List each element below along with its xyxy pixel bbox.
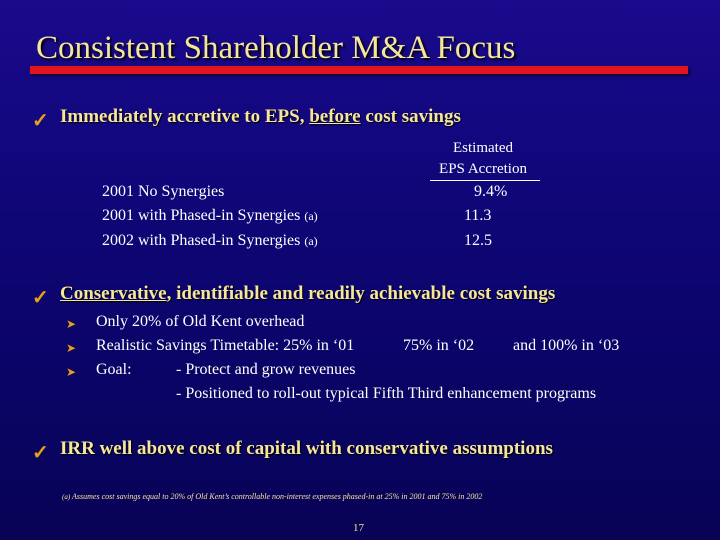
- arrow-bullet-icon: ➤: [66, 341, 77, 355]
- table-row-label: 2001 with Phased-in Synergies (a): [102, 207, 318, 224]
- bullet-1-rest: cost savings: [360, 106, 461, 127]
- sub-bullet-2: Realistic Savings Timetable: 25% in ‘01: [96, 337, 355, 354]
- checkmark-icon: ✓: [32, 442, 49, 464]
- footnote-ref: (a): [304, 234, 318, 248]
- slide-title: Consistent Shareholder M&A Focus: [36, 30, 516, 66]
- bullet-1-text: Immediately accretive to EPS,: [60, 106, 310, 127]
- sub-bullet-3-line-1: - Protect and grow revenues: [176, 361, 356, 378]
- checkmark-icon: ✓: [32, 287, 49, 309]
- table-row-value: 12.5: [464, 232, 492, 249]
- bullet-2-underlined: Conservative: [60, 283, 167, 304]
- table-row-label: 2001 No Synergies: [102, 183, 225, 200]
- footnote-text: Assumes cost savings equal to 20% of Old…: [70, 492, 483, 501]
- table-row-value: 9.4%: [474, 183, 508, 200]
- checkmark-icon: ✓: [32, 110, 49, 132]
- title-underline-bar: [30, 66, 688, 74]
- footnote-mark: (a): [62, 493, 71, 501]
- table-header-eps-accretion: EPS Accretion: [439, 161, 527, 177]
- bullet-heading-2: Conservative, identifiable and readily a…: [60, 283, 555, 305]
- sub-bullet-1: Only 20% of Old Kent overhead: [96, 313, 305, 330]
- bullet-2-rest: , identifiable and readily achievable co…: [166, 283, 556, 304]
- table-row-label: 2002 with Phased-in Synergies (a): [102, 232, 318, 249]
- arrow-bullet-icon: ➤: [66, 365, 77, 379]
- bullet-heading-3: IRR well above cost of capital with cons…: [60, 438, 553, 459]
- arrow-bullet-icon: ➤: [66, 317, 77, 331]
- sub-bullet-3-label: Goal:: [96, 361, 132, 378]
- sub-bullet-2-end: and 100% in ‘03: [513, 337, 620, 354]
- table-header-estimated: Estimated: [453, 140, 513, 156]
- sub-bullet-2-mid: 75% in ‘02: [403, 337, 475, 354]
- footnote-ref: (a): [304, 209, 318, 223]
- sub-bullet-3-line-2: - Positioned to roll-out typical Fifth T…: [176, 385, 597, 402]
- footnote: (a) Assumes cost savings equal to 20% of…: [62, 492, 482, 501]
- bullet-heading-1: Immediately accretive to EPS, before cos…: [60, 106, 461, 128]
- table-header-underline: [430, 180, 540, 181]
- bullet-1-underlined: before: [309, 106, 361, 127]
- page-number: 17: [353, 522, 364, 534]
- table-row-value: 11.3: [464, 207, 492, 224]
